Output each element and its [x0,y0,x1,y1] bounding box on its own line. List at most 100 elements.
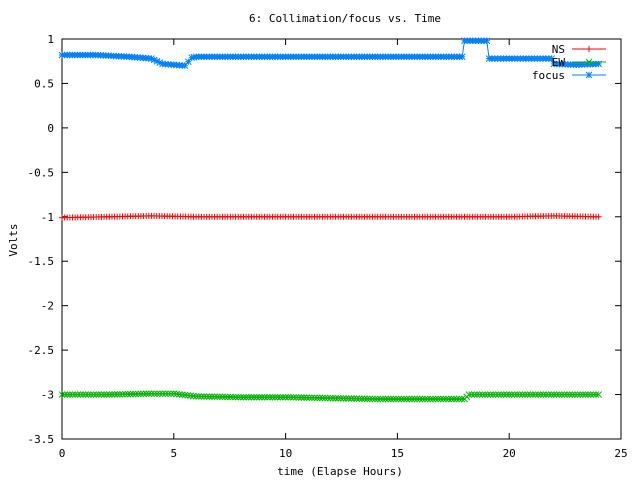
data-point [61,391,68,398]
series-focus [58,37,602,70]
data-point [178,391,186,399]
data-point [384,395,392,403]
data-point [184,391,192,399]
data-point [100,391,108,398]
data-point [361,395,368,403]
data-point [379,395,387,403]
data-point [326,394,334,402]
data-point [526,391,534,398]
y-tick-label: -0.5 [28,166,55,179]
data-point [369,395,376,403]
data-point [440,395,447,403]
data-point [553,391,560,398]
data-point [237,393,245,401]
data-point [548,55,556,62]
y-tick-label: -3.5 [28,433,55,446]
data-point [116,390,124,398]
data-point [561,391,568,398]
data-point [213,393,221,401]
data-point [192,392,200,400]
data-point [465,391,473,398]
data-point [187,392,194,400]
x-tick-label: 0 [59,447,66,460]
data-point [342,395,350,402]
y-tick-label: -2 [41,300,54,313]
y-tick-label: -2.5 [28,344,55,357]
data-point [287,393,295,401]
data-point [489,391,497,398]
data-point [103,391,111,398]
data-point [579,391,587,398]
data-point [145,390,153,398]
data-point [232,393,239,401]
data-point [181,391,189,399]
data-point [137,390,145,398]
data-point [276,393,284,401]
data-point [334,394,342,402]
data-point [266,393,274,401]
data-point [198,393,205,400]
data-point [582,391,589,398]
data-point [98,391,105,398]
data-point [550,391,558,398]
data-point [563,391,571,398]
data-point [69,391,76,398]
data-point [303,394,310,401]
data-point [534,391,542,398]
data-point [400,395,408,403]
data-point [421,395,429,403]
data-point [319,394,326,402]
data-point [132,390,140,398]
data-point [529,391,537,398]
data-point [229,393,237,401]
data-point [205,393,213,400]
y-axis-label: Volts [7,223,20,256]
data-point [403,395,410,403]
data-point [395,395,403,403]
x-tick-label: 20 [503,447,516,460]
data-point [208,393,216,401]
data-point [547,391,555,398]
data-point [392,395,400,403]
data-point [355,395,363,403]
data-point [524,391,531,398]
data-point [248,393,255,401]
legend-marker [585,71,593,79]
y-tick-label: 0 [47,122,54,135]
x-ticks: 0 5 10 15 20 25 [59,39,628,460]
legend-marker [585,58,593,66]
legend-label: NS [552,43,565,56]
data-point [447,395,455,403]
data-point [382,395,389,403]
data-point [479,391,486,398]
data-point [429,395,437,403]
data-point [142,390,150,398]
data-point [574,391,581,398]
data-point [282,393,289,401]
data-point [432,395,439,403]
data-point [305,394,313,402]
x-tick-label: 5 [170,447,177,460]
data-point [156,390,164,398]
data-point [255,393,263,401]
x-tick-label: 25 [614,447,627,460]
data-point [203,393,211,400]
data-point [366,395,374,403]
data-point [408,395,416,403]
data-point [337,394,345,402]
data-point [79,391,87,398]
data-point [127,390,134,398]
data-point [105,391,113,398]
data-point [492,391,500,398]
y-tick-label: 0.5 [34,77,54,90]
data-point [332,394,339,402]
x-tick-label: 10 [279,447,292,460]
data-point [274,393,282,401]
data-point [458,395,466,403]
data-point [495,391,502,398]
data-point [253,393,261,401]
data-point [58,391,66,398]
data-point [405,395,413,403]
data-point [571,391,579,398]
